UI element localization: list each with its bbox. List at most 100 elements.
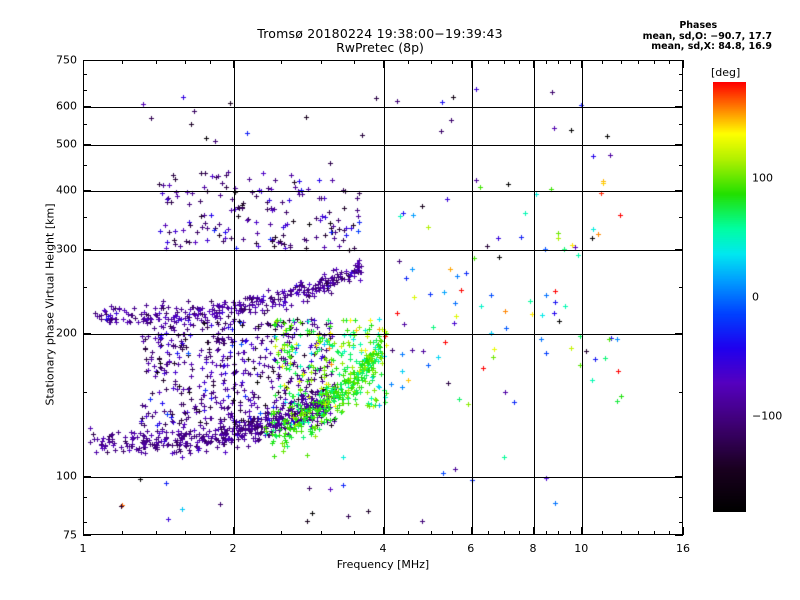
- y-tick-major: [83, 535, 91, 536]
- y-tick-major-right: [675, 190, 683, 191]
- x-tick-major-top: [683, 60, 684, 68]
- y-tick-minor: [83, 392, 87, 393]
- x-tick-minor-top: [654, 60, 655, 64]
- plot-area: [83, 60, 683, 535]
- x-tick-minor: [570, 531, 571, 535]
- y-tick-major-right: [675, 106, 683, 107]
- page-subtitle: RwPretec (8p): [336, 40, 424, 55]
- x-tick-minor: [452, 531, 453, 535]
- x-tick-minor-top: [281, 60, 282, 64]
- x-tick-minor-top: [504, 60, 505, 64]
- y-tick-label: 75: [63, 528, 77, 542]
- x-tick-major: [533, 527, 534, 535]
- y-tick-minor: [83, 217, 87, 218]
- colorbar-tick-label: 0: [752, 290, 759, 304]
- y-tick-minor-right: [679, 165, 683, 166]
- x-tick-major: [383, 527, 384, 535]
- y-tick-major-right: [675, 333, 683, 334]
- gridline-horizontal: [84, 334, 682, 335]
- y-tick-major: [83, 476, 91, 477]
- y-tick-major: [83, 106, 91, 107]
- gridline-horizontal: [84, 107, 682, 108]
- x-tick-minor: [621, 531, 622, 535]
- gridline-vertical: [472, 61, 473, 534]
- x-tick-label: 16: [676, 542, 690, 555]
- x-tick-major-top: [471, 60, 472, 68]
- y-tick-minor: [83, 497, 87, 498]
- x-tick-major-top: [83, 60, 84, 68]
- gridline-vertical: [582, 61, 583, 534]
- y-tick-minor: [83, 522, 87, 523]
- y-tick-major-right: [675, 476, 683, 477]
- x-tick-minor-top: [321, 60, 322, 64]
- x-tick-minor: [558, 531, 559, 535]
- x-tick-minor: [156, 531, 157, 535]
- x-tick-minor: [504, 531, 505, 535]
- x-tick-minor: [185, 531, 186, 535]
- y-tick-minor-right: [679, 124, 683, 125]
- x-tick-minor-top: [602, 60, 603, 64]
- y-tick-major: [83, 190, 91, 191]
- y-tick-minor-right: [679, 392, 683, 393]
- y-tick-minor-right: [679, 287, 683, 288]
- x-tick-label: 10: [574, 542, 589, 555]
- x-tick-major-top: [233, 60, 234, 68]
- x-tick-minor-top: [185, 60, 186, 64]
- x-tick-minor: [210, 531, 211, 535]
- y-tick-major-right: [675, 249, 683, 250]
- x-tick-label: 4: [379, 542, 387, 555]
- phase-stats-x-mode: mean, sd,X: 84.8, 16.9: [651, 41, 772, 52]
- y-axis-label: Stationary phase Virtual Height [km]: [43, 203, 57, 406]
- y-tick-major-right: [675, 144, 683, 145]
- phase-stats-box: Phases mean, sd,O: −90.7, 17.7 mean, sd,…: [642, 20, 772, 53]
- y-tick-label: 750: [56, 53, 77, 67]
- y-tick-major-right: [675, 535, 683, 536]
- y-tick-minor: [83, 90, 87, 91]
- x-tick-minor-top: [638, 60, 639, 64]
- gridline-vertical: [534, 61, 535, 534]
- x-tick-minor-top: [452, 60, 453, 64]
- gridline-horizontal: [84, 191, 682, 192]
- x-tick-minor: [654, 531, 655, 535]
- gridline-horizontal: [84, 145, 682, 146]
- x-tick-minor: [488, 531, 489, 535]
- x-tick-minor: [431, 531, 432, 535]
- y-tick-major: [83, 249, 91, 250]
- y-tick-label: 200: [56, 326, 77, 340]
- y-tick-label: 300: [56, 242, 77, 256]
- x-tick-minor: [281, 531, 282, 535]
- x-tick-minor-top: [122, 60, 123, 64]
- x-tick-minor: [408, 531, 409, 535]
- x-tick-minor-top: [408, 60, 409, 64]
- x-tick-minor-top: [354, 60, 355, 64]
- colorbar-tick-label: −100: [752, 409, 783, 423]
- y-tick-minor-right: [679, 217, 683, 218]
- gridline-horizontal: [84, 250, 682, 251]
- y-tick-major: [83, 144, 91, 145]
- page-title: Tromsø 20180224 19:38:00−19:39:43: [257, 26, 503, 41]
- x-tick-minor-top: [156, 60, 157, 64]
- y-tick-minor-right: [679, 74, 683, 75]
- x-tick-minor-top: [546, 60, 547, 64]
- y-tick-major: [83, 60, 91, 61]
- y-tick-label: 400: [56, 183, 77, 197]
- x-tick-label: 8: [529, 542, 537, 555]
- phase-stats-o-mode: mean, sd,O: −90.7, 17.7: [642, 30, 772, 42]
- x-tick-label: 6: [467, 542, 475, 555]
- x-tick-major: [683, 527, 684, 535]
- y-tick-minor: [83, 165, 87, 166]
- x-tick-minor: [519, 531, 520, 535]
- x-tick-minor: [638, 531, 639, 535]
- gridline-vertical: [234, 61, 235, 534]
- x-tick-minor: [321, 531, 322, 535]
- x-tick-major-top: [533, 60, 534, 68]
- x-tick-minor-top: [570, 60, 571, 64]
- y-tick-minor-right: [679, 522, 683, 523]
- x-tick-minor-top: [669, 60, 670, 64]
- x-tick-major: [83, 527, 84, 535]
- colorbar-unit-label: [deg]: [711, 66, 741, 79]
- colorbar: [713, 82, 746, 512]
- x-tick-label: 2: [229, 542, 237, 555]
- x-tick-major: [581, 527, 582, 535]
